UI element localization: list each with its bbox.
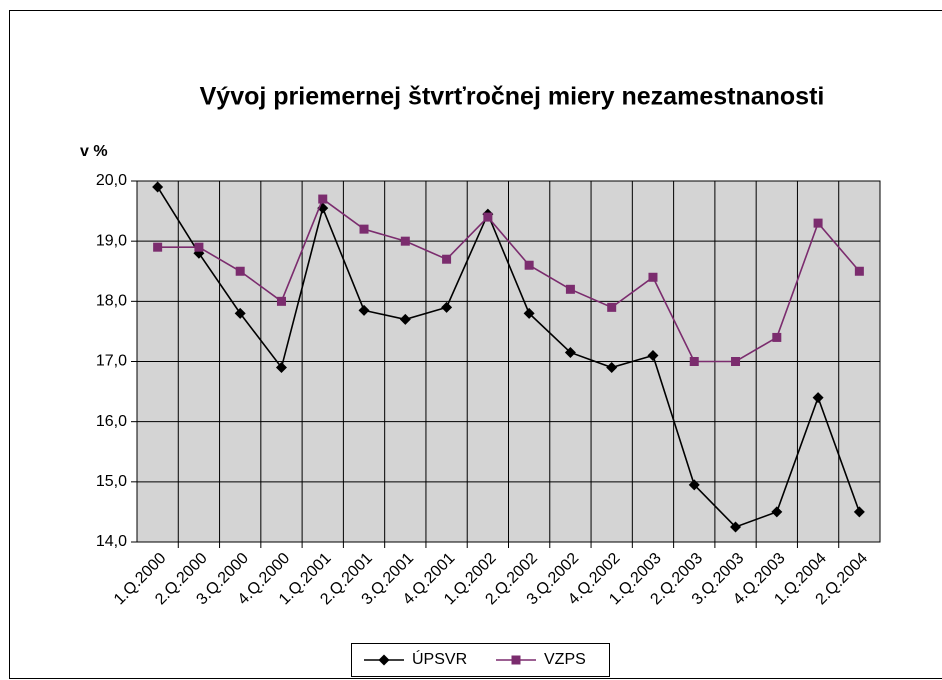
marker-square: [235, 266, 245, 276]
marker-diamond: [358, 304, 370, 316]
marker-square: [483, 212, 493, 222]
marker-diamond: [399, 313, 411, 325]
marker-diamond: [771, 506, 783, 518]
marker-square: [524, 260, 534, 270]
marker-diamond: [523, 307, 535, 319]
marker-square: [400, 236, 410, 246]
series-line: [157, 197, 860, 363]
marker-square: [772, 332, 782, 342]
marker-square: [153, 242, 163, 252]
y-tick-label: 15,0: [96, 473, 127, 490]
marker-diamond: [441, 301, 453, 313]
marker-square: [442, 254, 452, 264]
legend-label: ÚPSVR: [412, 649, 467, 668]
marker-diamond: [730, 521, 742, 533]
y-tick-label: 18,0: [96, 293, 127, 310]
y-tick-label: 20,0: [96, 172, 127, 189]
marker-diamond: [606, 362, 618, 374]
y-tick-label: 16,0: [96, 413, 127, 430]
marker-square: [813, 218, 823, 228]
marker-square: [854, 266, 864, 276]
marker-square: [194, 242, 204, 252]
marker-diamond: [234, 307, 246, 319]
y-axis-label: v %: [80, 143, 108, 160]
marker-diamond: [688, 479, 700, 491]
marker-square: [318, 194, 328, 204]
marker-square: [648, 272, 658, 282]
chart-title: Vývoj priemernej štvrťročnej miery nezam…: [200, 83, 825, 111]
series-line: [156, 186, 861, 528]
marker-diamond: [564, 346, 576, 358]
marker-diamond: [812, 392, 824, 404]
marker-diamond: [275, 362, 287, 374]
marker-square: [565, 284, 575, 294]
marker-square: [731, 357, 741, 366]
legend-label: VZPS: [544, 651, 586, 668]
marker-square: [276, 296, 286, 306]
marker-diamond: [853, 506, 865, 518]
marker-diamond: [378, 654, 390, 666]
y-tick-label: 19,0: [96, 232, 127, 249]
marker-diamond: [647, 349, 659, 361]
y-tick-label: 14,0: [96, 533, 127, 550]
marker-square: [607, 302, 617, 312]
marker-diamond: [152, 181, 164, 193]
marker-square: [689, 357, 699, 366]
marker-square: [359, 224, 369, 234]
marker-square: [511, 655, 521, 665]
y-tick-label: 17,0: [96, 353, 127, 370]
